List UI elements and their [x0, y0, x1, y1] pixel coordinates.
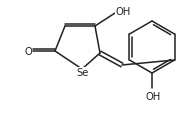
Text: OH: OH [145, 91, 161, 101]
Text: Se: Se [77, 67, 89, 77]
Text: O: O [24, 47, 32, 57]
Text: OH: OH [115, 7, 131, 17]
